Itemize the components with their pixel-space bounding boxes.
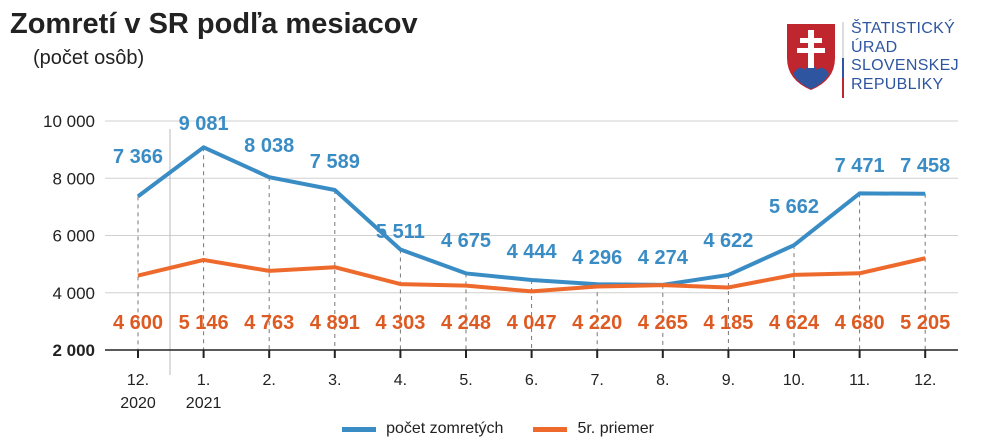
logo-line: SLOVENSKEJ (851, 57, 959, 74)
x-tick-label: 2. (263, 372, 276, 389)
x-tick-label: 12. (914, 372, 936, 389)
y-tick-label: 10 000 (43, 112, 95, 131)
deaths-data-label: 7 458 (900, 155, 950, 177)
x-tick-label: 10. (783, 372, 805, 389)
legend-item-deaths: počet zomretých (342, 420, 503, 438)
average-data-label: 4 891 (310, 312, 360, 334)
average-data-label: 4 303 (375, 312, 425, 334)
deaths-data-label: 8 038 (244, 135, 294, 157)
x-tick-label: 4. (394, 372, 407, 389)
deaths-data-label: 7 471 (835, 155, 885, 177)
statistical-office-logo: ŠTATISTICKÝ ÚRAD SLOVENSKEJ REPUBLIKY (785, 16, 985, 100)
y-tick-label: 8 000 (52, 169, 95, 188)
x-tick-label: 3. (328, 372, 341, 389)
year-label: 2020 (120, 395, 156, 412)
x-tick-label: 1. (197, 372, 210, 389)
chart-title: Zomretí v SR podľa mesiacov (10, 8, 418, 40)
y-tick-label: 4 000 (52, 284, 95, 303)
logo-text: ŠTATISTICKÝ ÚRAD SLOVENSKEJ REPUBLIKY (851, 20, 959, 94)
deaths-data-label: 4 675 (441, 230, 491, 252)
average-data-label: 4 624 (769, 312, 820, 334)
x-tick-label: 5. (459, 372, 472, 389)
average-data-label: 4 047 (507, 312, 557, 334)
legend-swatch (533, 426, 568, 432)
legend: počet zomretých 5r. priemer (0, 420, 996, 438)
deaths-data-label: 7 589 (310, 151, 360, 173)
deaths-data-label: 9 081 (179, 113, 229, 135)
average-data-label: 4 680 (835, 312, 885, 334)
x-tick-label: 11. (849, 372, 870, 389)
legend-swatch (342, 426, 377, 432)
logo-line: ŠTATISTICKÝ (851, 20, 956, 37)
logo-line: ÚRAD (851, 38, 898, 56)
average-data-label: 5 146 (179, 312, 229, 334)
legend-label: 5r. priemer (577, 420, 654, 437)
deaths-data-label: 5 511 (376, 221, 425, 243)
deaths-data-label: 5 662 (769, 196, 819, 218)
deaths-data-label: 4 444 (507, 241, 558, 263)
average-data-label: 4 248 (441, 312, 491, 334)
average-data-label: 4 220 (572, 312, 622, 334)
deaths-data-label: 4 274 (638, 247, 689, 269)
x-tick-label: 6. (525, 372, 538, 389)
legend-item-average: 5r. priemer (533, 420, 654, 438)
x-tick-label: 9. (722, 372, 735, 389)
deaths-data-label: 4 622 (703, 230, 753, 252)
average-data-label: 4 185 (703, 312, 753, 334)
y-tick-label: 2 000 (52, 341, 95, 360)
y-tick-label: 6 000 (52, 227, 95, 246)
deaths-data-label: 7 366 (113, 146, 163, 168)
chart-subtitle: (počet osôb) (33, 47, 145, 69)
average-data-label: 4 600 (113, 312, 163, 334)
year-label: 2021 (186, 395, 222, 412)
coat-of-arms-icon (787, 22, 844, 98)
deaths-data-label: 4 296 (572, 247, 622, 269)
x-tick-label: 8. (656, 372, 669, 389)
x-tick-label: 7. (591, 372, 604, 389)
average-data-label: 4 763 (244, 312, 294, 334)
average-line (137, 256, 926, 294)
average-data-label: 4 265 (638, 312, 688, 334)
average-data-label: 5 205 (900, 312, 950, 334)
logo-line: REPUBLIKY (851, 75, 944, 93)
x-tick-label: 12. (127, 372, 149, 389)
legend-label: počet zomretých (386, 420, 504, 437)
